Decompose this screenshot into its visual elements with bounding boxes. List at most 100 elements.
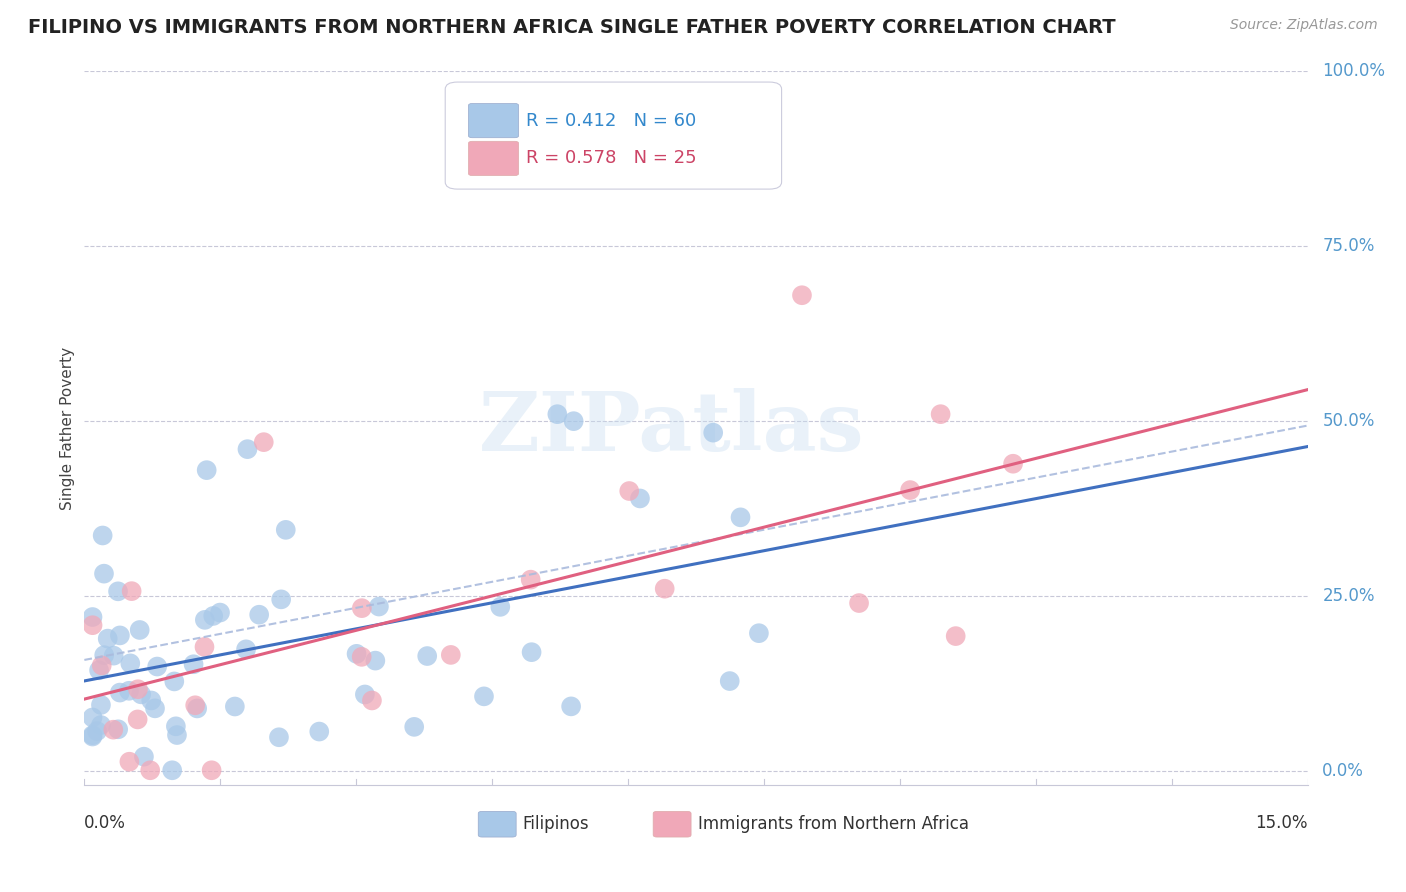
Point: [97, 632, 120, 646]
Point: [165, 719, 187, 733]
Point: [118, 755, 141, 769]
Point: [143, 701, 166, 715]
Point: [364, 654, 387, 668]
Point: [160, 764, 183, 778]
Point: [82, 730, 104, 744]
Point: [929, 407, 952, 421]
Point: [120, 657, 142, 671]
Text: 50.0%: 50.0%: [1322, 412, 1375, 430]
Point: [139, 764, 162, 778]
Text: R = 0.412   N = 60: R = 0.412 N = 60: [526, 112, 696, 129]
Point: [730, 510, 752, 524]
Point: [562, 414, 585, 428]
FancyBboxPatch shape: [468, 141, 519, 176]
Point: [194, 613, 217, 627]
Point: [91, 528, 114, 542]
Point: [82, 728, 104, 742]
Point: [560, 699, 582, 714]
Point: [186, 701, 208, 715]
Point: [132, 749, 155, 764]
Point: [235, 642, 257, 657]
Point: [472, 690, 495, 704]
Point: [619, 483, 641, 498]
Point: [127, 682, 149, 697]
Point: [489, 599, 512, 614]
Point: [748, 626, 770, 640]
Point: [195, 463, 218, 477]
Point: [141, 693, 163, 707]
Point: [128, 623, 150, 637]
Point: [346, 647, 368, 661]
FancyBboxPatch shape: [468, 103, 519, 137]
Text: Immigrants from Northern Africa: Immigrants from Northern Africa: [699, 815, 969, 833]
Text: 75.0%: 75.0%: [1322, 237, 1375, 255]
Point: [267, 731, 290, 745]
Point: [90, 658, 112, 673]
Point: [183, 657, 205, 672]
Point: [87, 663, 110, 677]
Point: [350, 649, 373, 664]
Point: [163, 674, 186, 689]
Point: [129, 687, 152, 701]
Point: [253, 435, 276, 450]
Point: [107, 584, 129, 599]
Text: 25.0%: 25.0%: [1322, 587, 1375, 605]
Point: [236, 442, 259, 457]
Point: [108, 628, 131, 642]
Point: [86, 724, 108, 739]
Point: [1002, 457, 1025, 471]
FancyBboxPatch shape: [654, 812, 692, 837]
Point: [274, 523, 297, 537]
Point: [404, 720, 426, 734]
Point: [202, 609, 225, 624]
Text: Single Father Poverty: Single Father Poverty: [59, 347, 75, 509]
Point: [848, 596, 870, 610]
Point: [945, 629, 967, 643]
Text: Filipinos: Filipinos: [522, 815, 589, 833]
Text: 100.0%: 100.0%: [1322, 62, 1385, 80]
Point: [354, 688, 377, 702]
Point: [90, 718, 112, 732]
Text: 0.0%: 0.0%: [1322, 762, 1364, 780]
FancyBboxPatch shape: [478, 812, 516, 837]
Point: [82, 710, 104, 724]
Point: [193, 640, 215, 654]
Point: [546, 407, 568, 421]
Text: 0.0%: 0.0%: [84, 814, 127, 831]
Text: Source: ZipAtlas.com: Source: ZipAtlas.com: [1230, 18, 1378, 32]
Point: [790, 288, 813, 302]
Text: R = 0.578   N = 25: R = 0.578 N = 25: [526, 150, 696, 168]
Point: [520, 645, 543, 659]
Point: [208, 606, 231, 620]
Point: [440, 648, 463, 662]
Point: [103, 648, 125, 663]
Point: [201, 764, 224, 778]
Point: [107, 723, 129, 737]
Text: 15.0%: 15.0%: [1256, 814, 1308, 831]
Point: [121, 584, 143, 599]
Point: [718, 674, 741, 689]
Point: [519, 573, 541, 587]
Point: [270, 592, 292, 607]
Point: [247, 607, 270, 622]
Point: [90, 698, 112, 712]
Point: [93, 648, 115, 663]
Point: [702, 425, 724, 440]
Point: [308, 724, 330, 739]
Point: [416, 648, 439, 663]
Point: [628, 491, 651, 506]
Point: [82, 618, 104, 632]
Point: [361, 693, 384, 707]
Point: [118, 683, 141, 698]
Point: [898, 483, 921, 497]
Point: [146, 659, 169, 673]
Point: [224, 699, 246, 714]
Point: [350, 601, 373, 615]
Point: [103, 723, 125, 737]
Text: ZIPatlas: ZIPatlas: [479, 388, 865, 468]
Point: [127, 713, 149, 727]
Text: FILIPINO VS IMMIGRANTS FROM NORTHERN AFRICA SINGLE FATHER POVERTY CORRELATION CH: FILIPINO VS IMMIGRANTS FROM NORTHERN AFR…: [28, 18, 1116, 37]
Point: [166, 728, 188, 742]
Point: [82, 610, 104, 624]
Point: [108, 685, 131, 699]
